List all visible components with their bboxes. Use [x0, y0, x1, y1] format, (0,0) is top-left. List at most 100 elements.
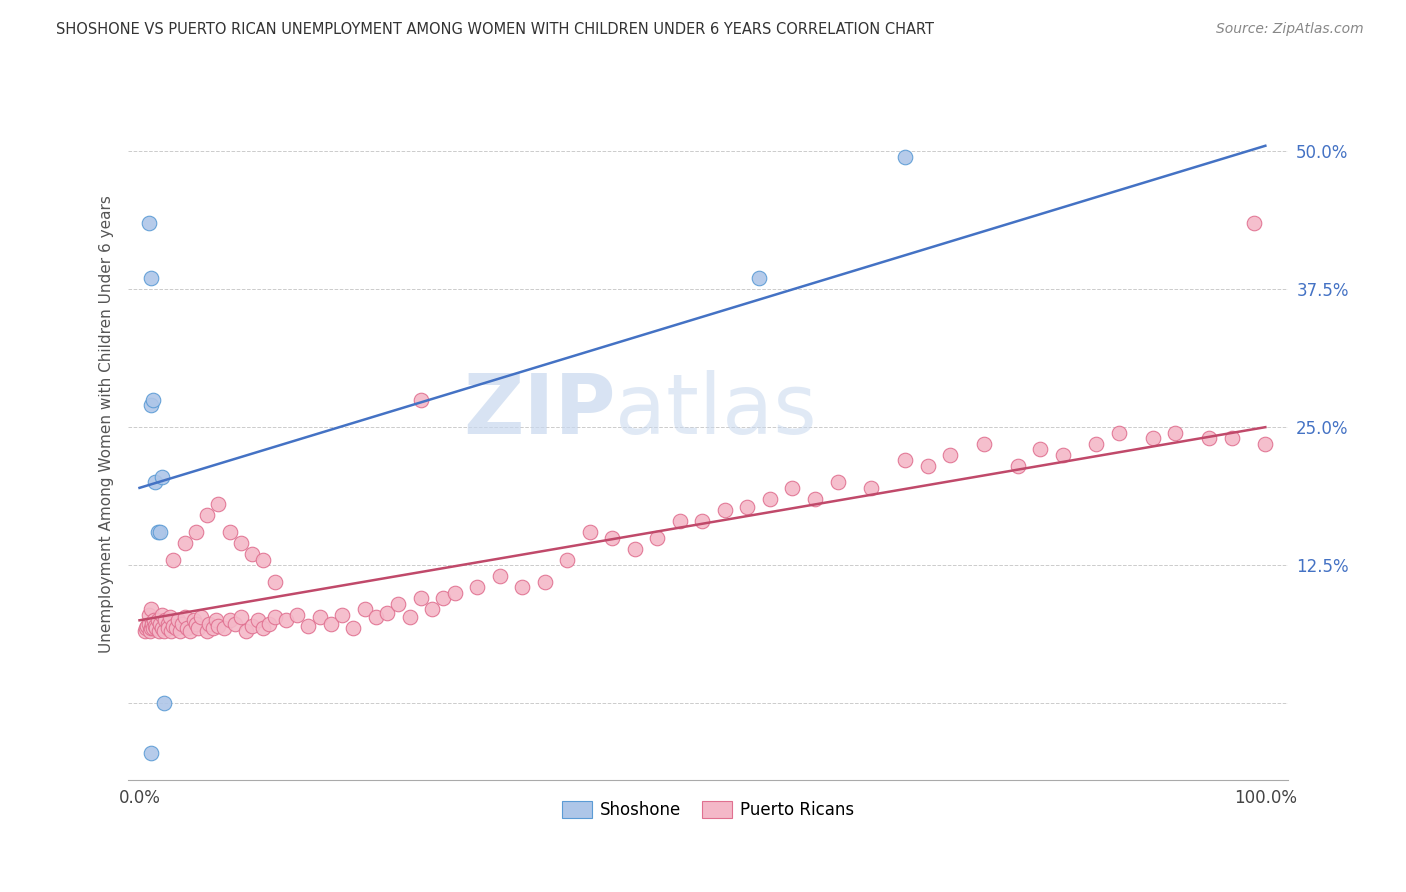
- Point: [364, 610, 387, 624]
- Point: [342, 621, 364, 635]
- Point: [579, 524, 602, 539]
- Point: [173, 536, 195, 550]
- Point: [156, 621, 179, 635]
- Point: [759, 491, 782, 506]
- Point: [939, 448, 962, 462]
- Point: [647, 531, 669, 545]
- Point: [139, 602, 162, 616]
- Point: [398, 610, 420, 624]
- Point: [308, 610, 330, 624]
- Point: [150, 621, 173, 635]
- Point: [212, 621, 235, 635]
- Point: [172, 616, 194, 631]
- Point: [138, 616, 160, 631]
- Point: [187, 621, 209, 635]
- Point: [1220, 431, 1243, 445]
- Point: [139, 746, 162, 760]
- Point: [195, 624, 218, 639]
- Point: [409, 591, 432, 606]
- Point: [159, 610, 181, 624]
- Point: [860, 481, 883, 495]
- Point: [894, 453, 917, 467]
- Point: [201, 621, 224, 635]
- Point: [134, 624, 156, 639]
- Point: [533, 574, 555, 589]
- Point: [1007, 458, 1029, 473]
- Point: [465, 580, 488, 594]
- Point: [1085, 436, 1108, 450]
- Point: [155, 613, 177, 627]
- Point: [205, 613, 228, 627]
- Point: [195, 508, 218, 523]
- Point: [692, 514, 714, 528]
- Point: [1254, 436, 1277, 450]
- Point: [240, 619, 263, 633]
- Point: [894, 150, 917, 164]
- Point: [229, 536, 252, 550]
- Point: [624, 541, 647, 556]
- Point: [138, 216, 160, 230]
- Point: [136, 619, 159, 633]
- Point: [183, 613, 205, 627]
- Point: [198, 616, 221, 631]
- Point: [488, 569, 510, 583]
- Point: [165, 621, 187, 635]
- Point: [218, 613, 240, 627]
- Point: [1142, 431, 1164, 445]
- Point: [143, 619, 166, 633]
- Point: [162, 619, 184, 633]
- Point: [557, 552, 579, 566]
- Point: [263, 610, 285, 624]
- Point: [207, 619, 229, 633]
- Point: [353, 602, 375, 616]
- Point: [246, 613, 269, 627]
- Point: [432, 591, 454, 606]
- Point: [173, 610, 195, 624]
- Point: [153, 624, 176, 639]
- Point: [169, 624, 191, 639]
- Point: [135, 621, 157, 635]
- Point: [737, 500, 759, 514]
- Point: [748, 271, 770, 285]
- Point: [420, 602, 443, 616]
- Point: [143, 613, 166, 627]
- Point: [190, 610, 212, 624]
- Point: [218, 524, 240, 539]
- Point: [138, 624, 160, 639]
- Point: [297, 619, 319, 633]
- Point: [669, 514, 692, 528]
- Point: [235, 624, 257, 639]
- Text: atlas: atlas: [616, 369, 817, 450]
- Point: [257, 616, 280, 631]
- Point: [263, 574, 285, 589]
- Point: [1029, 442, 1052, 457]
- Point: [146, 613, 169, 627]
- Point: [827, 475, 849, 490]
- Point: [274, 613, 297, 627]
- Text: SHOSHONE VS PUERTO RICAN UNEMPLOYMENT AMONG WOMEN WITH CHILDREN UNDER 6 YEARS CO: SHOSHONE VS PUERTO RICAN UNEMPLOYMENT AM…: [56, 22, 934, 37]
- Point: [1052, 448, 1074, 462]
- Point: [184, 524, 207, 539]
- Point: [973, 436, 995, 450]
- Point: [1243, 216, 1265, 230]
- Point: [319, 616, 342, 631]
- Point: [143, 475, 166, 490]
- Point: [229, 610, 252, 624]
- Point: [252, 552, 274, 566]
- Point: [1164, 425, 1187, 440]
- Point: [150, 470, 173, 484]
- Point: [917, 458, 939, 473]
- Point: [1198, 431, 1220, 445]
- Point: [207, 497, 229, 511]
- Point: [184, 616, 207, 631]
- Point: [145, 621, 167, 635]
- Text: Source: ZipAtlas.com: Source: ZipAtlas.com: [1216, 22, 1364, 37]
- Point: [142, 392, 165, 407]
- Y-axis label: Unemployment Among Women with Children Under 6 years: Unemployment Among Women with Children U…: [100, 195, 114, 653]
- Point: [162, 552, 184, 566]
- Point: [141, 616, 163, 631]
- Point: [139, 621, 162, 635]
- Point: [330, 607, 353, 622]
- Point: [714, 503, 737, 517]
- Point: [153, 696, 176, 710]
